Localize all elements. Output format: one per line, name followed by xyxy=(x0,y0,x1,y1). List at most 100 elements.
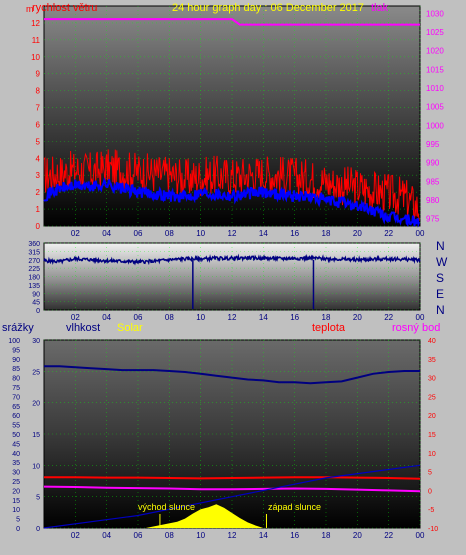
y-right-tick-label: 985 xyxy=(426,177,440,186)
y-left-tick-label: 8 xyxy=(36,87,41,96)
humidity-tick-label: 20 xyxy=(12,488,20,495)
humidity-label: vlhkost xyxy=(66,322,100,334)
temperature-tick-label: 30 xyxy=(428,376,436,383)
x-tick-label: 20 xyxy=(353,229,362,238)
temperature-series xyxy=(44,476,421,480)
x-tick-label: 08 xyxy=(165,229,174,238)
y-right-tick-label: 990 xyxy=(426,159,440,168)
x-tick-label: 22 xyxy=(384,313,393,322)
y-left-tick-label: 2 xyxy=(36,188,41,197)
y-right-tick-label: 1030 xyxy=(426,9,444,18)
chart-title: 24 hour graph day : 06 December 2017 xyxy=(172,2,364,14)
x-tick-label: 00 xyxy=(416,229,425,238)
x-tick-label: 14 xyxy=(259,229,268,238)
rain-tick-label: 5 xyxy=(36,495,40,502)
humidity-tick-label: 80 xyxy=(12,376,20,383)
humidity-tick-label: 25 xyxy=(12,479,20,486)
sunset-annotation: západ slunce xyxy=(268,502,321,512)
humidity-tick-label: 85 xyxy=(12,366,20,373)
humidity-series xyxy=(44,365,420,385)
x-tick-label: 14 xyxy=(259,313,268,322)
temperature-tick-label: 35 xyxy=(428,357,436,364)
temperature-tick-label: -10 xyxy=(428,526,438,533)
x-tick-label: 16 xyxy=(290,229,299,238)
temperature-tick-label: 25 xyxy=(428,394,436,401)
wind-speed-label: rychlost větru xyxy=(32,2,97,14)
y-left-tick-label: 9 xyxy=(36,70,41,79)
compass-w: W xyxy=(436,255,448,269)
y-right-tick-label: 975 xyxy=(426,215,440,224)
humidity-tick-label: 40 xyxy=(12,451,20,458)
y-tick-label: 180 xyxy=(28,275,40,282)
humidity-tick-label: 95 xyxy=(12,347,20,354)
left-unit: m xyxy=(26,4,34,14)
x-tick-label: 10 xyxy=(196,229,205,238)
y-left-tick-label: 12 xyxy=(31,19,40,28)
x-tick-label: 02 xyxy=(71,229,80,238)
y-tick-label: 135 xyxy=(28,283,40,290)
compass-e: E xyxy=(436,287,444,301)
humidity-tick-label: 50 xyxy=(12,432,20,439)
temperature-tick-label: 15 xyxy=(428,432,436,439)
x-tick-label: 16 xyxy=(290,313,299,322)
y-tick-label: 45 xyxy=(32,300,40,307)
y-right-tick-label: 1000 xyxy=(426,121,444,130)
x-tick-label: 08 xyxy=(165,313,174,322)
humidity-tick-label: 0 xyxy=(16,526,20,533)
x-tick-label: 18 xyxy=(322,229,331,238)
y-left-tick-label: 4 xyxy=(36,154,41,163)
x-tick-label: 02 xyxy=(71,313,80,322)
temperature-tick-label: 0 xyxy=(428,488,432,495)
rain-series xyxy=(43,464,421,529)
x-tick-label: 12 xyxy=(228,229,237,238)
humidity-tick-label: 75 xyxy=(12,385,20,392)
humidity-tick-label: 10 xyxy=(12,507,20,514)
y-tick-label: 225 xyxy=(28,266,40,273)
y-right-tick-label: 980 xyxy=(426,196,440,205)
x-tick-label: 20 xyxy=(353,531,362,540)
x-tick-label: 12 xyxy=(228,313,237,322)
rain-tick-label: 20 xyxy=(32,401,40,408)
humidity-tick-label: 60 xyxy=(12,413,20,420)
dewpoint-series xyxy=(43,485,421,493)
x-tick-label: 04 xyxy=(102,313,111,322)
y-tick-label: 0 xyxy=(36,308,40,315)
x-tick-label: 22 xyxy=(384,229,393,238)
x-tick-label: 06 xyxy=(134,313,143,322)
y-tick-label: 90 xyxy=(32,291,40,298)
rain-tick-label: 0 xyxy=(36,526,40,533)
solar-label: Solar xyxy=(117,322,143,334)
temperature-tick-label: 10 xyxy=(428,451,436,458)
temperature-tick-label: -5 xyxy=(428,507,434,514)
y-left-tick-label: 1 xyxy=(36,205,41,214)
temperature-tick-label: 40 xyxy=(428,338,436,345)
rain-tick-label: 10 xyxy=(32,463,40,470)
humidity-tick-label: 65 xyxy=(12,404,20,411)
x-tick-label: 00 xyxy=(416,531,425,540)
rain-tick-label: 15 xyxy=(32,432,40,439)
humidity-tick-label: 70 xyxy=(12,394,20,401)
x-tick-label: 10 xyxy=(196,531,205,540)
y-right-tick-label: 1020 xyxy=(426,47,444,56)
x-tick-label: 20 xyxy=(353,313,362,322)
wind-gust-series xyxy=(43,149,420,221)
humidity-tick-label: 90 xyxy=(12,357,20,364)
x-tick-label: 00 xyxy=(416,313,425,322)
x-tick-label: 04 xyxy=(102,229,111,238)
x-tick-label: 10 xyxy=(196,313,205,322)
compass-n-top: N xyxy=(436,239,445,253)
humidity-tick-label: 35 xyxy=(12,460,20,467)
rain-tick-label: 30 xyxy=(32,338,40,345)
x-tick-label: 18 xyxy=(322,531,331,540)
humidity-tick-label: 15 xyxy=(12,498,20,505)
y-tick-label: 270 xyxy=(28,258,40,265)
x-tick-label: 06 xyxy=(134,229,143,238)
pressure-series xyxy=(44,18,420,26)
compass-n-bottom: N xyxy=(436,303,445,317)
y-left-tick-label: 10 xyxy=(31,53,40,62)
y-left-tick-label: 0 xyxy=(36,222,41,231)
x-tick-label: 02 xyxy=(71,531,80,540)
y-right-tick-label: 1025 xyxy=(426,28,444,37)
y-right-tick-label: 1015 xyxy=(426,65,444,74)
wind-direction-series xyxy=(43,253,421,266)
